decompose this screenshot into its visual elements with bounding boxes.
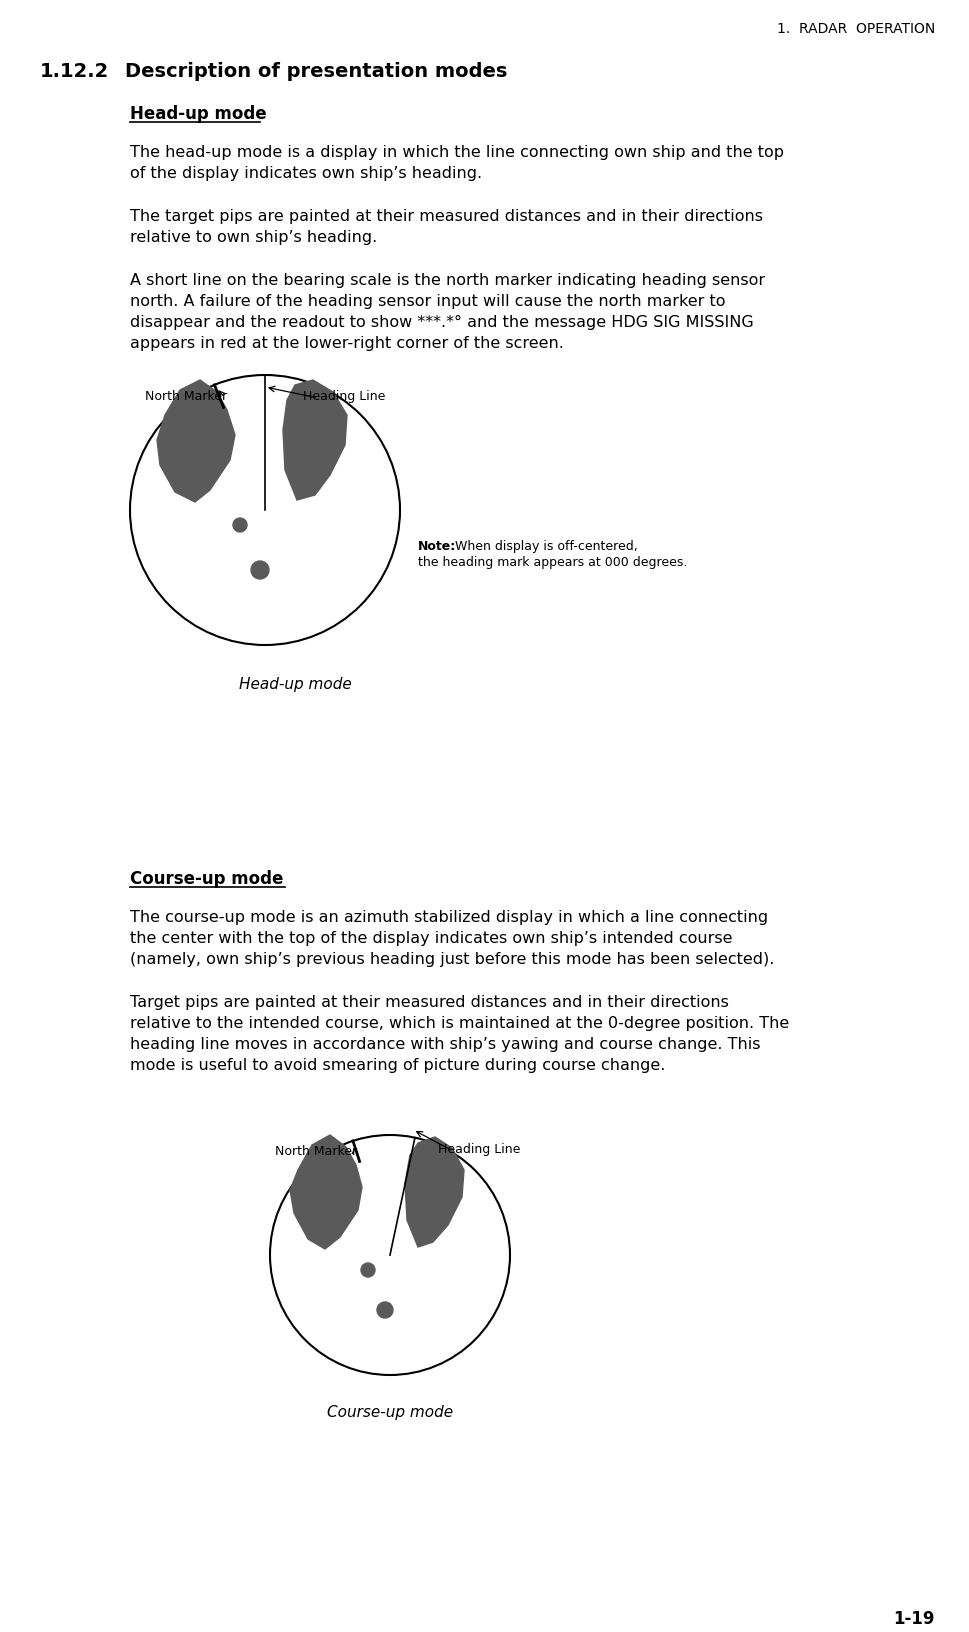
Text: relative to own ship’s heading.: relative to own ship’s heading. [130,230,377,245]
Text: Heading Line: Heading Line [438,1142,519,1155]
Text: the center with the top of the display indicates own ship’s intended course: the center with the top of the display i… [130,930,732,947]
Text: heading line moves in accordance with ship’s yawing and course change. This: heading line moves in accordance with sh… [130,1036,760,1053]
Text: Course-up mode: Course-up mode [130,870,283,888]
Polygon shape [290,1134,361,1248]
Text: mode is useful to avoid smearing of picture during course change.: mode is useful to avoid smearing of pict… [130,1058,665,1072]
Text: The head-up mode is a display in which the line connecting own ship and the top: The head-up mode is a display in which t… [130,145,783,160]
Circle shape [360,1263,375,1276]
Text: When display is off-centered,: When display is off-centered, [451,540,637,553]
Polygon shape [405,1138,463,1247]
Text: relative to the intended course, which is maintained at the 0-degree position. T: relative to the intended course, which i… [130,1017,789,1031]
Text: 1-19: 1-19 [892,1611,934,1629]
Text: The target pips are painted at their measured distances and in their directions: The target pips are painted at their mea… [130,209,763,224]
Text: North Marker: North Marker [144,390,227,403]
Circle shape [377,1302,392,1319]
Text: 1.12.2: 1.12.2 [40,62,109,82]
Text: Description of presentation modes: Description of presentation modes [125,62,507,82]
Text: Course-up mode: Course-up mode [327,1405,453,1420]
Text: (namely, own ship’s previous heading just before this mode has been selected).: (namely, own ship’s previous heading jus… [130,951,773,968]
Text: A short line on the bearing scale is the north marker indicating heading sensor: A short line on the bearing scale is the… [130,273,765,287]
Text: North Marker: North Marker [275,1146,357,1159]
Text: The course-up mode is an azimuth stabilized display in which a line connecting: The course-up mode is an azimuth stabili… [130,911,767,925]
Text: appears in red at the lower-right corner of the screen.: appears in red at the lower-right corner… [130,336,563,351]
Text: Target pips are painted at their measured distances and in their directions: Target pips are painted at their measure… [130,996,728,1010]
Text: Note:: Note: [418,540,455,553]
Text: of the display indicates own ship’s heading.: of the display indicates own ship’s head… [130,166,482,181]
Polygon shape [283,380,347,499]
Text: Head-up mode: Head-up mode [238,677,351,692]
Polygon shape [157,380,234,503]
Text: north. A failure of the heading sensor input will cause the north marker to: north. A failure of the heading sensor i… [130,294,725,308]
Text: disappear and the readout to show ***.*° and the message HDG SIG MISSING: disappear and the readout to show ***.*°… [130,315,753,330]
Circle shape [233,517,247,532]
Circle shape [251,561,268,579]
Text: Heading Line: Heading Line [302,390,385,403]
Text: the heading mark appears at 000 degrees.: the heading mark appears at 000 degrees. [418,557,687,570]
Text: Head-up mode: Head-up mode [130,104,266,122]
Text: 1.  RADAR  OPERATION: 1. RADAR OPERATION [776,21,934,36]
